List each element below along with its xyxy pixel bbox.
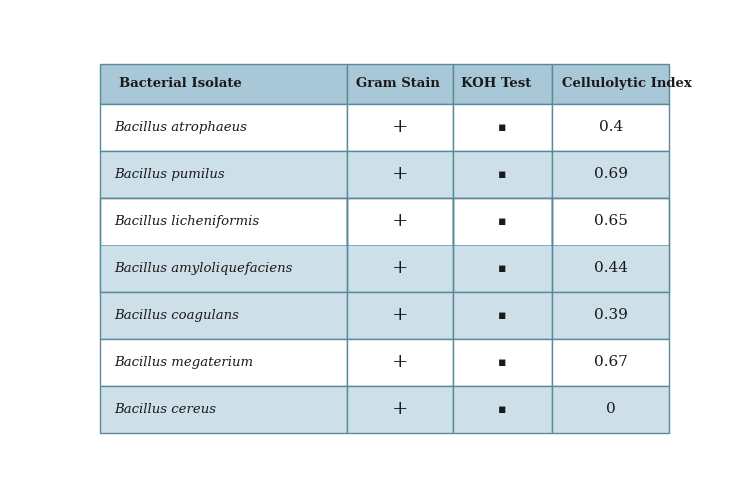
Bar: [347, 291, 453, 339]
Text: 0: 0: [606, 402, 616, 416]
Bar: [100, 151, 347, 198]
Bar: [100, 198, 347, 291]
Text: ▪: ▪: [498, 403, 507, 416]
Bar: [347, 64, 453, 104]
Text: 0.4: 0.4: [598, 120, 623, 134]
Bar: [553, 386, 669, 433]
Text: Bacillus atrophaeus: Bacillus atrophaeus: [115, 121, 248, 134]
Bar: [453, 291, 553, 339]
Text: ▪: ▪: [498, 215, 507, 228]
Bar: [347, 198, 453, 291]
Text: ▪: ▪: [498, 356, 507, 369]
Bar: [347, 245, 453, 291]
Bar: [553, 198, 669, 291]
Text: 0.67: 0.67: [594, 355, 628, 369]
Bar: [347, 151, 453, 198]
Text: 0.69: 0.69: [594, 167, 628, 181]
Text: +: +: [392, 165, 408, 183]
Bar: [100, 198, 347, 291]
Bar: [553, 151, 669, 198]
Text: Bacillus amyloliquefaciens: Bacillus amyloliquefaciens: [115, 261, 292, 274]
Text: Bacillus coagulans: Bacillus coagulans: [115, 308, 239, 321]
Bar: [453, 386, 553, 433]
Bar: [553, 198, 669, 291]
Bar: [553, 339, 669, 386]
Bar: [347, 104, 453, 151]
Bar: [553, 291, 669, 339]
Bar: [453, 245, 553, 291]
Bar: [553, 245, 669, 291]
Text: +: +: [392, 400, 408, 418]
Text: KOH Test: KOH Test: [460, 77, 531, 90]
Bar: [347, 198, 453, 291]
Text: 0.65: 0.65: [594, 214, 628, 228]
Bar: [347, 339, 453, 386]
Text: Bacillus pumilus: Bacillus pumilus: [115, 168, 225, 181]
Bar: [100, 386, 347, 433]
Bar: [553, 104, 669, 151]
Text: +: +: [392, 259, 408, 277]
Text: Bacillus cereus: Bacillus cereus: [115, 403, 217, 416]
Bar: [100, 291, 347, 339]
Bar: [453, 151, 553, 198]
Bar: [453, 64, 553, 104]
Bar: [100, 104, 347, 151]
Bar: [453, 104, 553, 151]
Text: Bacterial Isolate: Bacterial Isolate: [119, 77, 242, 90]
Bar: [453, 198, 553, 291]
Text: ▪: ▪: [498, 168, 507, 181]
Text: Bacillus licheniformis: Bacillus licheniformis: [115, 215, 260, 228]
Text: +: +: [392, 306, 408, 324]
Text: ▪: ▪: [498, 261, 507, 274]
Text: Bacillus megaterium: Bacillus megaterium: [115, 356, 254, 369]
Bar: [453, 339, 553, 386]
Text: ▪: ▪: [498, 308, 507, 321]
Text: 0.39: 0.39: [594, 308, 628, 322]
Text: ▪: ▪: [498, 121, 507, 134]
Text: +: +: [392, 353, 408, 371]
Bar: [553, 64, 669, 104]
Bar: [100, 64, 347, 104]
Text: Gram Stain: Gram Stain: [356, 77, 440, 90]
Text: 0.44: 0.44: [594, 261, 628, 275]
Bar: [100, 339, 347, 386]
Text: Cellulolytic Index: Cellulolytic Index: [562, 77, 692, 90]
Bar: [453, 198, 553, 291]
Bar: [347, 386, 453, 433]
Text: +: +: [392, 212, 408, 230]
Bar: [100, 245, 347, 291]
Text: +: +: [392, 118, 408, 136]
